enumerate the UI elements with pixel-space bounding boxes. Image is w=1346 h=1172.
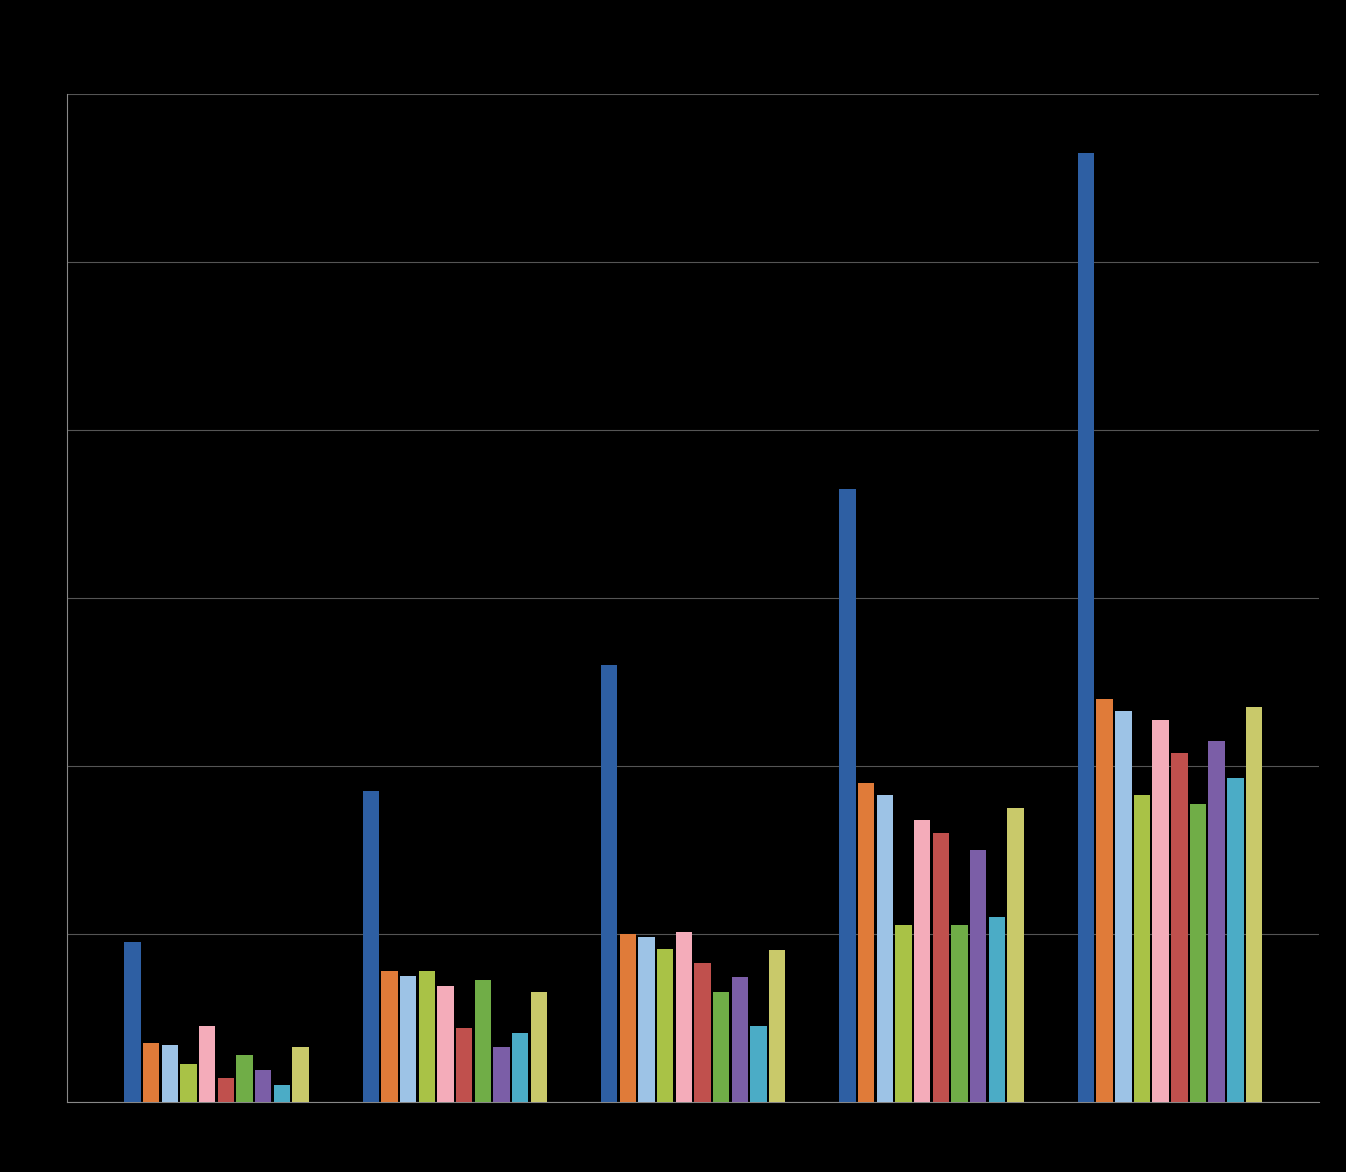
- Bar: [1152, 720, 1168, 1102]
- Bar: [952, 926, 968, 1102]
- Bar: [895, 926, 911, 1102]
- Bar: [1078, 152, 1094, 1102]
- Bar: [218, 1078, 234, 1102]
- Bar: [769, 950, 786, 1102]
- Bar: [419, 972, 435, 1102]
- Bar: [511, 1033, 529, 1102]
- Bar: [1228, 778, 1244, 1102]
- Bar: [933, 833, 949, 1102]
- Bar: [180, 1064, 197, 1102]
- Bar: [143, 1043, 159, 1102]
- Bar: [530, 993, 546, 1102]
- Bar: [857, 783, 875, 1102]
- Bar: [456, 1028, 472, 1102]
- Bar: [1133, 795, 1151, 1102]
- Bar: [437, 986, 454, 1102]
- Bar: [1246, 707, 1263, 1102]
- Bar: [876, 795, 894, 1102]
- Bar: [292, 1047, 308, 1102]
- Bar: [970, 850, 987, 1102]
- Bar: [254, 1070, 272, 1102]
- Bar: [695, 963, 711, 1102]
- Bar: [713, 993, 730, 1102]
- Bar: [1114, 711, 1132, 1102]
- Bar: [400, 975, 416, 1102]
- Bar: [493, 1047, 510, 1102]
- Bar: [657, 949, 673, 1102]
- Bar: [124, 942, 140, 1102]
- Bar: [162, 1044, 178, 1102]
- Bar: [914, 820, 930, 1102]
- Bar: [676, 932, 692, 1102]
- Bar: [381, 972, 397, 1102]
- Bar: [619, 934, 637, 1102]
- Bar: [840, 489, 856, 1102]
- Bar: [600, 665, 618, 1102]
- Bar: [1209, 741, 1225, 1102]
- Bar: [236, 1056, 253, 1102]
- Bar: [475, 980, 491, 1102]
- Bar: [1007, 808, 1024, 1102]
- Bar: [362, 791, 380, 1102]
- Bar: [1097, 699, 1113, 1102]
- Bar: [1171, 754, 1187, 1102]
- Bar: [732, 977, 748, 1102]
- Bar: [750, 1027, 767, 1102]
- Bar: [199, 1027, 215, 1102]
- Bar: [989, 917, 1005, 1102]
- Bar: [1190, 804, 1206, 1102]
- Bar: [273, 1085, 289, 1102]
- Bar: [638, 938, 654, 1102]
